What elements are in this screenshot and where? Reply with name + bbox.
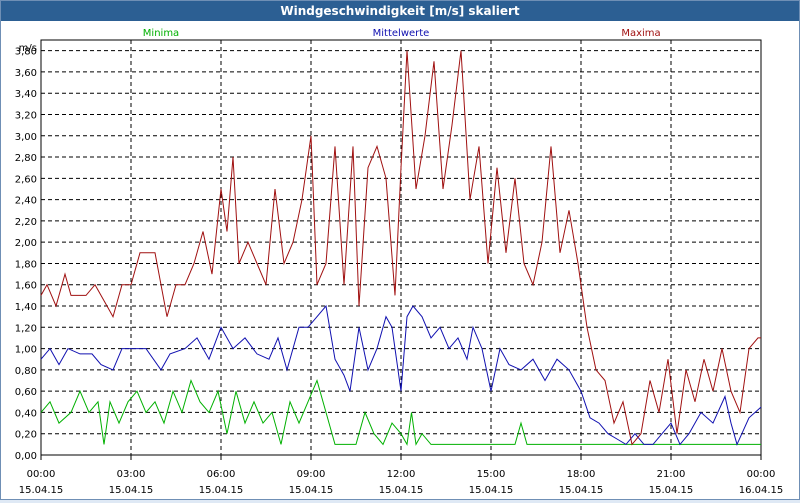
window-title: Windgeschwindigkeit [m/s] skaliert	[1, 1, 799, 21]
x-tick-date: 15.04.15	[469, 485, 514, 496]
y-tick-label: 0,60	[15, 387, 37, 398]
legend-label-maxima: Maxima	[621, 28, 660, 39]
y-tick-label: 1,60	[15, 281, 37, 292]
chart-area: 0,00 0,20 0,40 0,60 0,80 1,00 1,20 1,40 1,60 1,80…	[1, 21, 799, 499]
series-line-maxima	[40, 50, 761, 446]
y-axis-unit: m/s	[19, 43, 37, 54]
y-tick-label: 0,00	[15, 451, 37, 462]
x-tick-time: 18:00	[567, 469, 596, 480]
y-tick-label: 1,00	[15, 345, 37, 356]
x-tick-date: 15.04.15	[559, 485, 604, 496]
y-tick-label: 2,80	[15, 153, 37, 164]
legend-label-mittelwerte: Mittelwerte	[373, 28, 430, 39]
y-tick-label: 3,40	[15, 89, 37, 100]
wind-speed-chart: 0,00 0,20 0,40 0,60 0,80 1,00 1,20 1,40 1,60 1,80…	[15, 28, 784, 496]
y-tick-label: 2,40	[15, 196, 37, 207]
y-tick-label: 3,80	[15, 47, 37, 58]
x-tick-date: 15.04.15	[199, 485, 244, 496]
x-tick-time: 21:00	[657, 469, 686, 480]
x-tick-time: 15:00	[477, 469, 506, 480]
x-tick-date: 16.04.15	[739, 485, 784, 496]
legend-label-minima: Minima	[143, 28, 179, 39]
x-tick-time: 00:00	[747, 469, 776, 480]
y-tick-label: 1,40	[15, 302, 37, 313]
x-tick-time: 03:00	[117, 469, 146, 480]
x-tick-date: 15.04.15	[109, 485, 154, 496]
y-tick-label: 1,20	[15, 323, 37, 334]
y-tick-label: 0,20	[15, 430, 37, 441]
x-tick-time: 06:00	[207, 469, 236, 480]
x-tick-date: 15.04.15	[649, 485, 694, 496]
y-tick-label: 2,00	[15, 238, 37, 249]
series-line-minima	[40, 378, 761, 446]
y-tick-label: 2,60	[15, 174, 37, 185]
y-tick-label: 1,80	[15, 259, 37, 270]
series-line-mittelwerte	[40, 304, 762, 446]
x-tick-time: 00:00	[27, 469, 56, 480]
y-tick-label: 3,20	[15, 110, 37, 121]
y-tick-label: 0,40	[15, 408, 37, 419]
x-tick-date: 15.04.15	[289, 485, 334, 496]
x-tick-time: 12:00	[387, 469, 416, 480]
x-tick-date: 15.04.15	[19, 485, 64, 496]
y-tick-label: 3,00	[15, 132, 37, 143]
y-tick-label: 2,20	[15, 217, 37, 228]
y-tick-label: 3,60	[15, 68, 37, 79]
x-tick-time: 09:00	[297, 469, 326, 480]
x-tick-date: 15.04.15	[379, 485, 424, 496]
y-tick-label: 0,80	[15, 366, 37, 377]
